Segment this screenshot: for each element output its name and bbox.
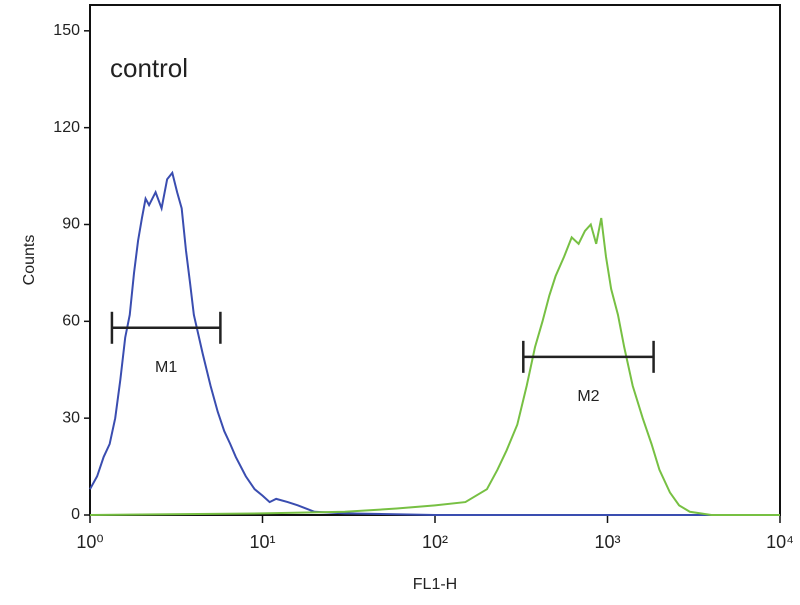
y-tick-label: 150 — [53, 22, 80, 39]
x-tick-label: 10³ — [594, 532, 620, 552]
x-tick-label: 10¹ — [249, 532, 275, 552]
marker-label: M1 — [155, 359, 177, 376]
histogram-line — [89, 217, 780, 516]
x-tick-label: 10⁰ — [76, 532, 103, 552]
y-tick-label: 30 — [62, 409, 80, 426]
x-tick-label: 10² — [422, 532, 448, 552]
plot-frame — [89, 4, 781, 516]
x-axis-label: FL1-H — [413, 576, 457, 593]
annotation: control — [110, 53, 188, 83]
y-axis-label: Counts — [21, 235, 38, 286]
y-tick-label: 90 — [62, 216, 80, 233]
y-tick-label: 120 — [53, 119, 80, 136]
marker-label: M2 — [577, 388, 599, 405]
x-tick-label: 10⁴ — [766, 532, 794, 552]
histogram-line — [89, 170, 780, 516]
y-tick-label: 60 — [62, 313, 80, 330]
y-tick-label: 0 — [71, 506, 80, 523]
